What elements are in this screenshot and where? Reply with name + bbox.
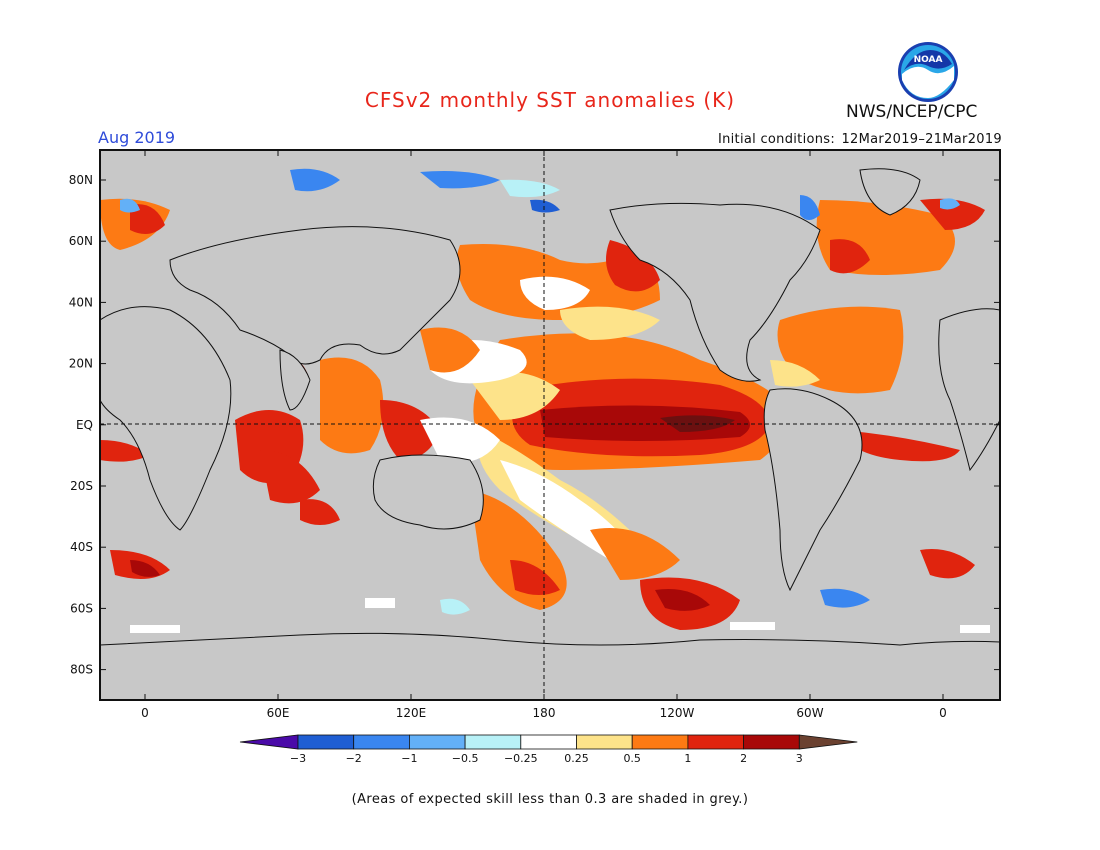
x-tick-label: 60E xyxy=(267,706,290,720)
y-tick-label: 20N xyxy=(69,357,93,371)
colorbar-segment xyxy=(464,734,522,750)
colorbar-label: 0.25 xyxy=(564,752,589,765)
cold-anomalies xyxy=(120,168,960,615)
colorbar-segment xyxy=(631,734,689,750)
y-tick-label: 40S xyxy=(70,540,93,554)
colorbar-label: 2 xyxy=(740,752,747,765)
y-tick-label: 80S xyxy=(70,663,93,677)
north-pacific-anomaly xyxy=(420,240,660,373)
near-zero-patches xyxy=(130,598,990,633)
colorbar-segment xyxy=(687,734,745,750)
south-pacific-anomaly xyxy=(470,490,740,630)
colorbar-label: 3 xyxy=(796,752,803,765)
colorbar-low-arrow xyxy=(239,734,299,750)
colorbar-segment xyxy=(297,734,355,750)
y-tick-label: 80N xyxy=(69,173,93,187)
initial-conditions-label: Initial conditions: xyxy=(717,132,836,147)
agency-label: NWS/NCEP/CPC xyxy=(846,102,978,122)
y-tick-label: 20S xyxy=(70,479,93,493)
colorbar-segment xyxy=(743,734,800,750)
x-tick-label: 180 xyxy=(533,706,556,720)
x-tick-label: 0 xyxy=(141,706,149,720)
colorbar-segment xyxy=(408,734,466,750)
atlantic-anomaly xyxy=(770,198,985,579)
x-axis-ticks: 0 60E 120E 180 120W 60W 0 xyxy=(141,150,947,720)
forecast-month: Aug 2019 xyxy=(98,128,176,147)
colorbar-segment xyxy=(520,734,577,750)
north-atlantic-west-edge xyxy=(100,198,170,579)
initial-conditions-range: 12Mar2019–21Mar2019 xyxy=(841,132,1002,147)
colorbar-label: −1 xyxy=(401,752,417,765)
x-tick-label: 120W xyxy=(660,706,695,720)
colorbar-label: −3 xyxy=(290,752,306,765)
colorbar-label: −0.5 xyxy=(452,752,479,765)
colorbar-label: 0.5 xyxy=(623,752,641,765)
map-field xyxy=(100,150,1000,700)
y-axis-ticks: 80N 60N 40N 20N EQ 20S 40S 60S 80S xyxy=(69,173,1000,677)
pacific-warm-anomaly xyxy=(430,333,783,560)
y-tick-label: 60N xyxy=(69,234,93,248)
colorbar-segment xyxy=(576,734,633,750)
west-pacific-anomaly xyxy=(320,357,500,463)
noaa-logo: NOAA xyxy=(896,40,960,108)
continents xyxy=(100,168,1000,700)
map-title: CFSv2 monthly SST anomalies (K) xyxy=(364,88,736,112)
y-tick-label: EQ xyxy=(76,418,93,432)
colorbar: −3 −2 −1 −0.5 −0.25 0.25 0.5 1 2 3 xyxy=(239,734,858,765)
x-tick-label: 0 xyxy=(939,706,947,720)
colorbar-label: −0.25 xyxy=(504,752,538,765)
colorbar-label: 1 xyxy=(684,752,691,765)
logo-text: NOAA xyxy=(914,55,943,65)
y-tick-label: 60S xyxy=(70,601,93,615)
colorbar-label: −2 xyxy=(346,752,362,765)
y-tick-label: 40N xyxy=(69,295,93,309)
initial-conditions: Initial conditions: 12Mar2019–21Mar2019 xyxy=(716,132,1002,147)
x-tick-label: 60W xyxy=(796,706,823,720)
x-tick-label: 120E xyxy=(396,706,427,720)
skill-footnote: (Areas of expected skill less than 0.3 a… xyxy=(351,792,749,807)
colorbar-segment xyxy=(353,734,410,750)
colorbar-high-arrow xyxy=(798,734,858,750)
